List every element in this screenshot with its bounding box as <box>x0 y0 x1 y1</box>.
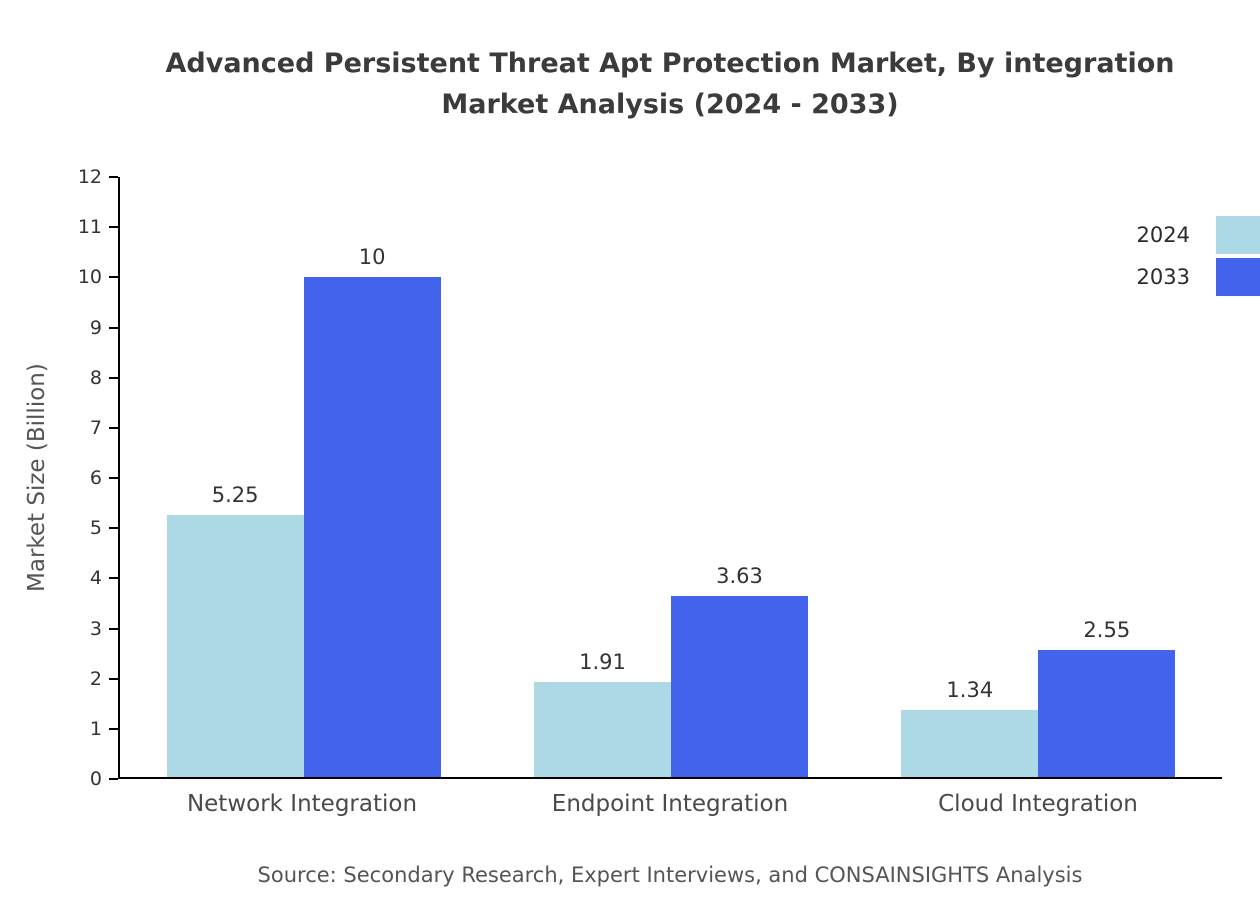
legend-label: 2033 <box>1136 265 1190 289</box>
y-axis: 0 1 2 3 4 5 6 7 8 9 10 11 12 <box>60 166 118 790</box>
legend-label: 2024 <box>1136 223 1190 247</box>
y-tick: 12 <box>60 165 118 189</box>
y-tick: 6 <box>60 466 118 490</box>
bar-value-label: 3.63 <box>716 563 763 588</box>
y-tick: 2 <box>60 667 118 691</box>
y-tick-mark <box>109 527 118 530</box>
bar-column: 3.63 <box>670 177 808 777</box>
y-tick: 11 <box>60 215 118 239</box>
chart-title-line-2: Market Analysis (2024 - 2033) <box>441 88 899 120</box>
bar-group: 1.34 2.55 <box>901 177 1176 777</box>
y-tick: 5 <box>60 516 118 540</box>
bar-column: 5.25 <box>166 177 304 777</box>
y-tick-label: 0 <box>89 768 102 790</box>
x-axis-label: Endpoint Integration <box>551 791 789 817</box>
bar-value-label: 1.91 <box>579 649 626 674</box>
y-tick-mark <box>109 326 118 329</box>
y-tick: 0 <box>60 767 118 791</box>
bar <box>303 277 441 777</box>
chart-title: Advanced Persistent Threat Apt Protectio… <box>90 44 1250 125</box>
y-tick-mark <box>109 376 118 379</box>
y-tick: 7 <box>60 416 118 440</box>
x-axis-labels: Network Integration Endpoint Integration C… <box>118 791 1222 817</box>
legend: 2024 2033 <box>1137 216 1260 296</box>
y-tick: 4 <box>60 566 118 590</box>
bar-column: 1.91 <box>533 177 671 777</box>
bar-group: 5.25 10 <box>166 177 441 777</box>
y-tick-mark <box>109 226 118 229</box>
bar <box>166 514 304 777</box>
chart-area: Market Size (Billion) 0 1 2 3 4 5 6 7 8 9 10 11 12 5… <box>14 166 1260 817</box>
y-tick-label: 9 <box>89 316 102 339</box>
x-axis-label: Network Integration <box>186 791 418 817</box>
legend-item: 2024 <box>1137 216 1260 254</box>
bar-column: 2.55 <box>1038 177 1176 777</box>
y-tick: 9 <box>60 316 118 340</box>
y-tick-label: 2 <box>89 667 102 690</box>
x-axis-label: Cloud Integration <box>938 791 1138 817</box>
bar <box>533 681 671 777</box>
y-tick-label: 12 <box>77 166 102 188</box>
y-tick-label: 7 <box>89 416 102 439</box>
y-tick-label: 3 <box>89 617 102 640</box>
bar <box>901 710 1039 777</box>
y-tick-label: 4 <box>89 567 102 590</box>
y-tick-label: 8 <box>89 366 102 389</box>
y-tick-mark <box>109 627 118 630</box>
y-tick-mark <box>109 477 118 479</box>
bar-value-label: 2.55 <box>1083 617 1131 642</box>
y-tick-label: 10 <box>77 266 102 289</box>
y-tick-label: 11 <box>77 216 102 239</box>
y-tick: 10 <box>60 265 118 289</box>
bar-value-label: 1.34 <box>946 678 994 702</box>
y-tick-label: 5 <box>89 517 102 540</box>
legend-swatch <box>1216 216 1260 254</box>
y-tick-label: 1 <box>89 717 102 740</box>
legend-swatch <box>1216 258 1260 296</box>
y-tick: 3 <box>60 617 118 641</box>
y-tick: 1 <box>60 717 118 741</box>
y-tick-mark <box>109 778 118 780</box>
chart-title-line-1: Advanced Persistent Threat Apt Protectio… <box>165 48 1175 79</box>
y-tick-mark <box>109 426 118 429</box>
y-tick-mark <box>109 577 118 580</box>
bar-column: 1.34 <box>901 177 1039 777</box>
source-note: Source: Secondary Research, Expert Inter… <box>257 863 1083 887</box>
y-tick-label: 6 <box>89 467 102 489</box>
bar <box>1038 649 1176 777</box>
bar-value-label: 5.25 <box>211 482 259 507</box>
y-tick-mark <box>109 677 118 680</box>
y-axis-label: Market Size (Billion) <box>24 363 50 593</box>
plot-area: 5.25 10 1.91 3.63 1.34 2.55 <box>118 177 1222 779</box>
bar <box>670 595 808 777</box>
legend-item: 2033 <box>1137 258 1260 296</box>
y-tick-mark <box>109 176 118 178</box>
bar-value-label: 10 <box>358 245 386 269</box>
y-tick: 8 <box>60 366 118 390</box>
bar-group: 1.91 3.63 <box>533 177 808 777</box>
y-tick-mark <box>109 276 118 279</box>
y-tick-mark <box>109 727 118 730</box>
bar-column: 10 <box>303 177 441 777</box>
